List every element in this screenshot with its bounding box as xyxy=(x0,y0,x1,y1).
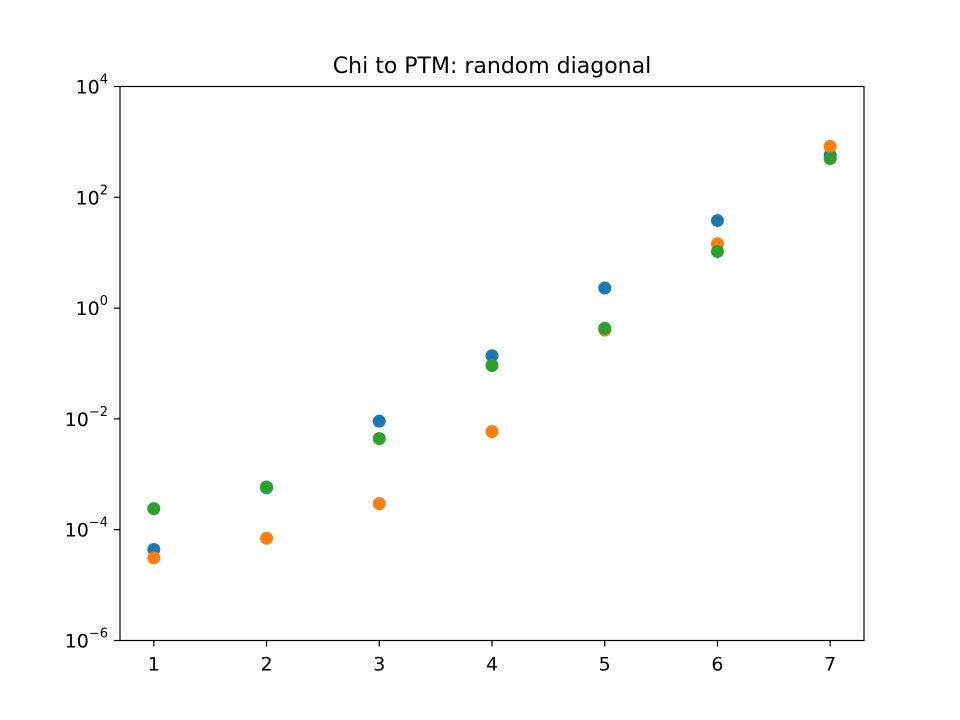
point-series-3 xyxy=(260,480,274,494)
y-axis: 10−6 10−4 10−2 100 102 104 xyxy=(65,73,120,653)
y-tick-label: 10−6 xyxy=(65,627,108,653)
point-series-2 xyxy=(485,425,499,439)
x-tick-label: 7 xyxy=(824,654,836,676)
plot-points xyxy=(147,139,837,565)
x-tick-label: 1 xyxy=(148,654,160,676)
y-tick-label: 104 xyxy=(76,73,108,99)
y-tick-label: 10−4 xyxy=(65,516,108,542)
point-series-3 xyxy=(710,245,724,259)
chart-title: Chi to PTM: random diagonal xyxy=(333,54,651,79)
point-series-3 xyxy=(485,359,499,373)
point-series-1 xyxy=(598,281,612,295)
x-tick-label: 4 xyxy=(486,654,498,676)
point-series-2 xyxy=(147,551,161,565)
point-series-1 xyxy=(710,214,724,228)
point-series-1 xyxy=(485,349,499,363)
y-tick-label: 100 xyxy=(76,294,108,320)
point-series-1 xyxy=(372,414,386,428)
point-series-3 xyxy=(372,432,386,446)
point-series-2 xyxy=(372,497,386,511)
point-series-2 xyxy=(823,139,837,153)
point-series-3 xyxy=(147,502,161,516)
x-tick-label: 2 xyxy=(260,654,272,676)
axes-frame xyxy=(119,85,865,642)
y-tick-label: 10−2 xyxy=(65,405,108,431)
x-tick-label: 3 xyxy=(373,654,385,676)
x-axis: 1 2 3 4 5 6 7 xyxy=(148,640,836,676)
point-series-3 xyxy=(823,152,837,166)
point-series-2 xyxy=(260,531,274,545)
x-tick-label: 6 xyxy=(711,654,723,676)
y-tick-label: 102 xyxy=(76,183,108,209)
x-tick-label: 5 xyxy=(599,654,611,676)
point-series-3 xyxy=(598,321,612,335)
